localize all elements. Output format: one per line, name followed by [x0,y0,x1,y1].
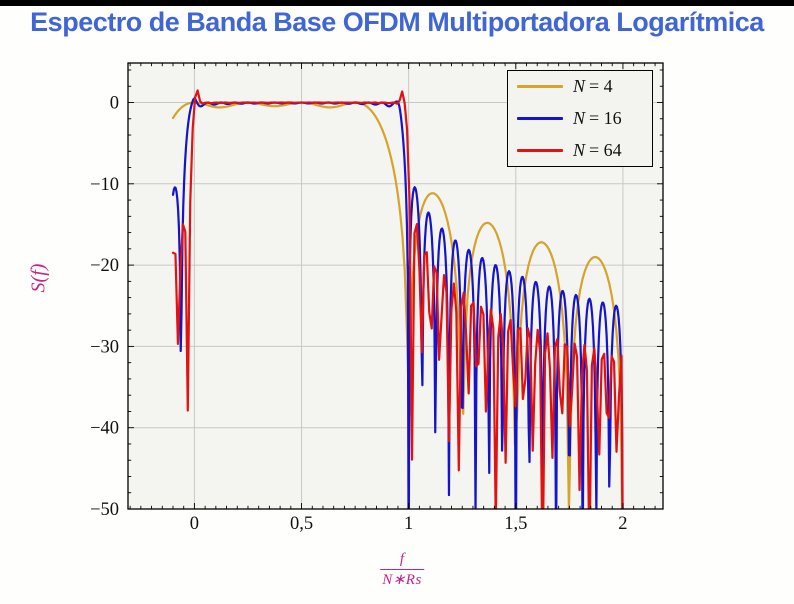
y-axis-label: S(f) [28,264,51,293]
legend-entry-n64: N = 64 [508,136,652,164]
spectrum-curves [171,89,624,509]
fraction-bar-line [380,568,424,570]
y-axis-label-text: S(f) [27,263,50,293]
x-tick-label: 1,5 [504,514,527,534]
y-tick-label: −10 [90,175,119,195]
y-tick-label: 0 [110,94,119,114]
x-label-numerator: f [399,551,405,567]
x-label-denominator: N∗Rs [382,571,422,588]
chart-title: Espectro de Banda Base OFDM Multiportado… [30,7,764,37]
legend-box: N = 4 N = 16 N = 64 [507,70,653,167]
y-tick-label: −50 [90,500,119,520]
axis-ticks [128,63,663,510]
tick-labels: 0 0,5 1 1,5 2 0 −10 −20 −30 −40 −50 [90,94,627,534]
legend-label-n64: N = 64 [573,139,622,160]
legend-line-swatch-n16 [517,116,563,120]
x-tick-label: 0 [190,514,199,534]
x-axis-label: f N∗Rs [380,551,424,588]
x-tick-label: 2 [618,514,627,534]
legend-label-n4: N = 4 [573,76,613,97]
y-tick-label: −20 [90,256,119,276]
y-tick-label: −40 [90,419,119,439]
legend-label-n16: N = 16 [573,107,622,128]
x-tick-label: 1 [404,514,413,534]
window-top-edge [0,0,794,6]
y-tick-label: −30 [90,337,119,357]
plot-frame [127,62,664,510]
legend-entry-n4: N = 4 [508,73,652,101]
x-tick-label: 0,5 [290,514,313,534]
series-line-n64 [171,89,624,509]
legend-entry-n16: N = 16 [508,104,652,132]
legend-line-swatch-n4 [517,85,563,89]
legend-line-swatch-n64 [517,148,563,152]
